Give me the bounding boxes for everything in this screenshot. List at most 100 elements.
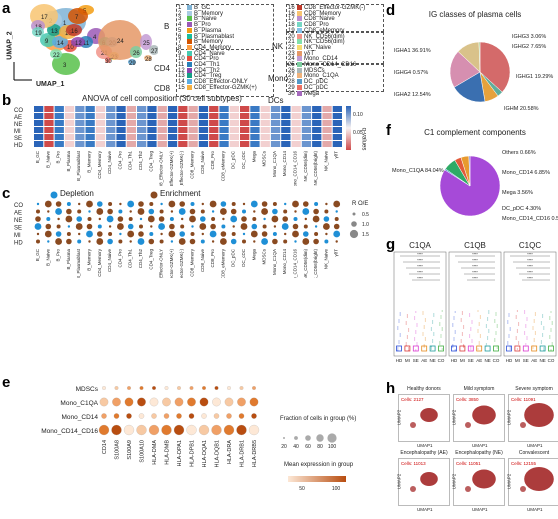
boxplot-point: [439, 324, 441, 326]
dotplot-dot: [128, 217, 133, 221]
dotplot-dot: [323, 216, 330, 222]
boxplot-point: [453, 337, 455, 339]
boxplot-point: [414, 316, 416, 318]
heatmap-cell: [198, 106, 209, 112]
mean-expr-legend-title: Mean expression in group: [284, 462, 354, 468]
boxplot-group-label: AE: [476, 358, 482, 363]
legend-number: 3: [178, 16, 182, 23]
boxplot-point: [540, 323, 542, 325]
boxplot-point: [441, 327, 443, 329]
dotplot-dot: [211, 240, 215, 243]
heatmap-cell: [126, 127, 136, 133]
heatmap-cell: [126, 106, 136, 112]
heatmap-cell: [229, 134, 239, 140]
dotplot-dot: [55, 208, 62, 215]
panel-f-pie: C1 complement components Mono_C1QA 84.04…: [392, 126, 558, 234]
boxplot-box: [412, 345, 419, 352]
boxplot-point: [550, 328, 552, 330]
boxplot-point: [549, 318, 551, 320]
sig-label: ****: [527, 253, 533, 257]
dotplot-dot: [119, 202, 122, 206]
umap-xlabel: UMAP_1: [36, 81, 65, 88]
ig-pie-label: IGHG3 3.06%: [512, 34, 546, 40]
boxplot-point: [422, 313, 424, 315]
boxplot-point: [550, 311, 552, 313]
dotplot-dot: [303, 224, 308, 229]
umap-cluster-number: 29: [129, 61, 136, 67]
boxplot-point: [414, 339, 416, 341]
legend-item: 1 B_GC: [178, 5, 210, 12]
dotplot-row-label: CO: [14, 203, 23, 209]
heatmap-cell: [167, 106, 178, 112]
dotplot-row-label: SE: [14, 226, 22, 232]
dotplot-col-label: Mono_C1QA: [272, 249, 277, 275]
dotplot-dot: [67, 225, 71, 228]
boxplot-point: [440, 317, 442, 319]
dotplot-dot: [178, 208, 186, 215]
boxplot-point: [495, 314, 497, 316]
legend-swatch: [297, 84, 302, 90]
dotplot-dot: [181, 217, 184, 221]
boxplot-title: C1QA: [409, 241, 431, 250]
legend-item: 12 CD4_Th2: [178, 67, 220, 75]
group-dcs: DCs: [268, 96, 284, 105]
umap-cluster: [52, 36, 68, 48]
heatmap-cell: [106, 127, 116, 133]
boxplot-frame: [503, 251, 557, 357]
heatmap-cell: [157, 120, 167, 126]
heatmap-cell: [301, 141, 312, 147]
umap-tile: Encephalopathy (NE) Cells: 11051 UMAP1 UMAP…: [451, 450, 505, 512]
boxplot-point: [415, 311, 417, 313]
boxplot-point: [461, 313, 463, 315]
legend-label: CD8_Memory: [304, 10, 342, 17]
expr-dot: [138, 413, 145, 419]
heatmap-cell: [95, 106, 106, 112]
heatmap-cell: [322, 134, 332, 140]
legend-item: 22 NK_Naive: [288, 44, 331, 52]
expr-dot: [198, 424, 210, 436]
boxplot-group-label: NE: [539, 358, 545, 363]
heatmap-col-label: CD8_Memory: [190, 150, 195, 179]
heatmap-cell: [240, 113, 250, 119]
umap-tile-cells: Cells: 11091: [511, 397, 536, 402]
boxplot-point: [525, 343, 527, 345]
expr-dot: [187, 397, 196, 407]
dotplot-dot: [170, 210, 174, 213]
legend-number: 12: [178, 67, 185, 74]
legend-number: 13: [178, 73, 185, 80]
dotplot-dot: [230, 208, 237, 215]
expr-dot: [102, 386, 106, 390]
dotplot-dot: [302, 238, 310, 245]
umap-tile-title: Severe symptom: [515, 386, 553, 392]
group-b: B: [164, 22, 170, 31]
panel-a-umap: 1234567891011121314151617181920212223242…: [7, 2, 159, 90]
heatmap-cell: [209, 141, 219, 147]
panel-label-c: c: [2, 185, 11, 202]
legend-label: B_Pro: [194, 22, 211, 29]
expr-dot: [226, 413, 232, 419]
dotplot-dot: [273, 225, 277, 228]
boxplot-point: [454, 311, 456, 313]
expr-dot: [177, 386, 181, 390]
heatmap-cell: [250, 113, 260, 119]
qvalue-tick: 0.10: [353, 112, 363, 118]
legend-item: 18 CD8_Pro: [288, 22, 329, 29]
c1-pie-label: Mega 3.56%: [502, 190, 533, 196]
dotplot-dot: [107, 238, 113, 245]
dotplot-dot: [231, 202, 236, 206]
boxplot-point: [405, 323, 407, 325]
boxplot-point: [478, 324, 480, 326]
dotplot-dot: [261, 231, 268, 237]
dotplot-dot: [129, 210, 132, 213]
boxplot-point: [542, 314, 544, 316]
dotplot-dot: [262, 224, 267, 229]
heatmap-cell: [229, 141, 239, 147]
fraction-legend-title: Fraction of cells in group (%): [280, 416, 357, 422]
panel-label-d: d: [386, 2, 396, 19]
umap-tile-ylabel: UMAP2: [506, 473, 512, 490]
dotplot-col-label: CD4_Pro: [117, 249, 122, 268]
heatmap-cell: [209, 106, 219, 112]
heatmap-cell: [64, 106, 75, 112]
expr-dot: [98, 424, 110, 436]
heatmap-col-label: Mega: [251, 151, 256, 163]
